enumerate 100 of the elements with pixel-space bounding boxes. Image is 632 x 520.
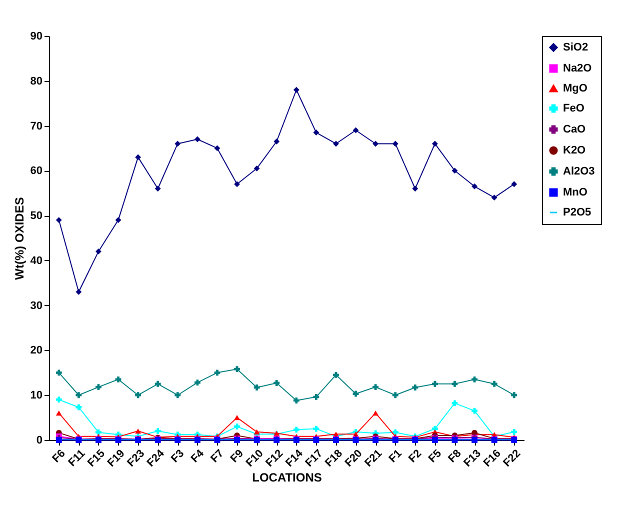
legend-label: FeO — [563, 102, 585, 114]
x-tick-label: F21 — [362, 448, 385, 470]
x-axis-title: LOCATIONS — [252, 470, 322, 485]
y-tick-label: 90 — [30, 30, 42, 42]
x-tick-label: F1 — [386, 448, 404, 466]
point — [56, 410, 62, 416]
x-tick-label: F22 — [501, 448, 524, 470]
x-tick-label: F4 — [188, 446, 208, 466]
x-tick-label: F24 — [144, 446, 168, 470]
point — [76, 404, 82, 410]
point — [154, 380, 161, 387]
y-tick-label: 50 — [30, 210, 42, 222]
x-tick-label: F7 — [208, 448, 226, 466]
point — [432, 140, 438, 147]
legend-label: Al2O3 — [563, 166, 595, 178]
point — [115, 217, 122, 223]
point — [154, 428, 161, 434]
y-tick-label: 40 — [30, 254, 42, 267]
point — [135, 428, 142, 434]
point — [56, 370, 62, 376]
legend-label: P2O5 — [563, 206, 592, 218]
point — [412, 384, 418, 390]
x-tick-label: F14 — [283, 446, 306, 470]
y-tick-label: 80 — [30, 75, 42, 88]
y-tick-label: 70 — [30, 120, 42, 132]
point — [56, 396, 62, 403]
legend-label: SiO2 — [563, 42, 588, 54]
point — [154, 186, 161, 192]
legend-label: K2O — [563, 144, 586, 156]
point — [254, 429, 260, 434]
point — [412, 186, 418, 192]
point — [432, 380, 438, 387]
point — [293, 426, 300, 433]
x-tick-label: F6 — [50, 448, 68, 466]
point — [194, 136, 200, 142]
point — [392, 140, 398, 147]
point — [313, 130, 320, 136]
legend-label: CaO — [563, 124, 586, 136]
point — [511, 181, 518, 188]
point — [372, 140, 379, 147]
point — [452, 400, 458, 406]
point — [274, 380, 280, 386]
point — [174, 140, 181, 147]
point — [174, 392, 181, 398]
x-tick-label: F23 — [125, 448, 148, 470]
point — [333, 140, 339, 147]
point — [392, 392, 398, 398]
point — [274, 138, 280, 144]
point — [56, 217, 62, 223]
x-tick-label: F16 — [481, 448, 504, 470]
point — [234, 366, 240, 372]
y-tick-label: 20 — [30, 344, 42, 357]
point — [472, 408, 478, 414]
x-tick-label: F5 — [426, 448, 444, 466]
point — [472, 376, 478, 382]
x-tick-label: F12 — [264, 448, 286, 470]
point — [452, 380, 458, 387]
point — [214, 145, 220, 152]
y-tick-label: 60 — [30, 165, 42, 178]
x-tick-label: F11 — [66, 448, 88, 469]
point — [352, 390, 359, 397]
y-tick-label: 0 — [36, 434, 42, 446]
point — [96, 429, 102, 436]
y-tick-label: 30 — [30, 300, 42, 312]
x-tick-label: F10 — [244, 448, 266, 470]
x-tick-label: F18 — [323, 448, 345, 470]
x-tick-label: F9 — [228, 448, 246, 466]
legend-label: MnO — [563, 186, 588, 198]
y-axis-title: Wt(%) OXIDES — [12, 197, 26, 280]
x-tick-label: F19 — [105, 448, 128, 470]
point — [135, 392, 142, 398]
legend-label: MgO — [563, 82, 588, 94]
legend-label: Na2O — [563, 62, 592, 74]
point — [333, 372, 339, 378]
point — [56, 437, 62, 443]
point — [472, 437, 478, 443]
point — [234, 414, 240, 420]
point — [254, 165, 260, 172]
x-tick-label: F17 — [303, 448, 326, 470]
point — [76, 288, 82, 295]
y-tick-label: 10 — [30, 390, 42, 402]
x-tick-label: F15 — [86, 448, 108, 470]
point — [511, 428, 518, 435]
x-tick-label: F20 — [342, 448, 365, 470]
point — [491, 194, 498, 201]
point — [234, 181, 240, 188]
point — [214, 370, 220, 376]
point — [254, 384, 260, 390]
point — [293, 398, 300, 404]
point — [135, 154, 142, 160]
point — [96, 248, 102, 254]
x-tick-label: F8 — [446, 448, 464, 466]
point — [472, 183, 478, 190]
point — [511, 392, 518, 398]
point — [115, 376, 122, 382]
point — [372, 410, 379, 416]
x-tick-label: F2 — [406, 448, 424, 466]
point — [76, 392, 82, 398]
point — [313, 394, 320, 400]
point — [293, 86, 300, 93]
